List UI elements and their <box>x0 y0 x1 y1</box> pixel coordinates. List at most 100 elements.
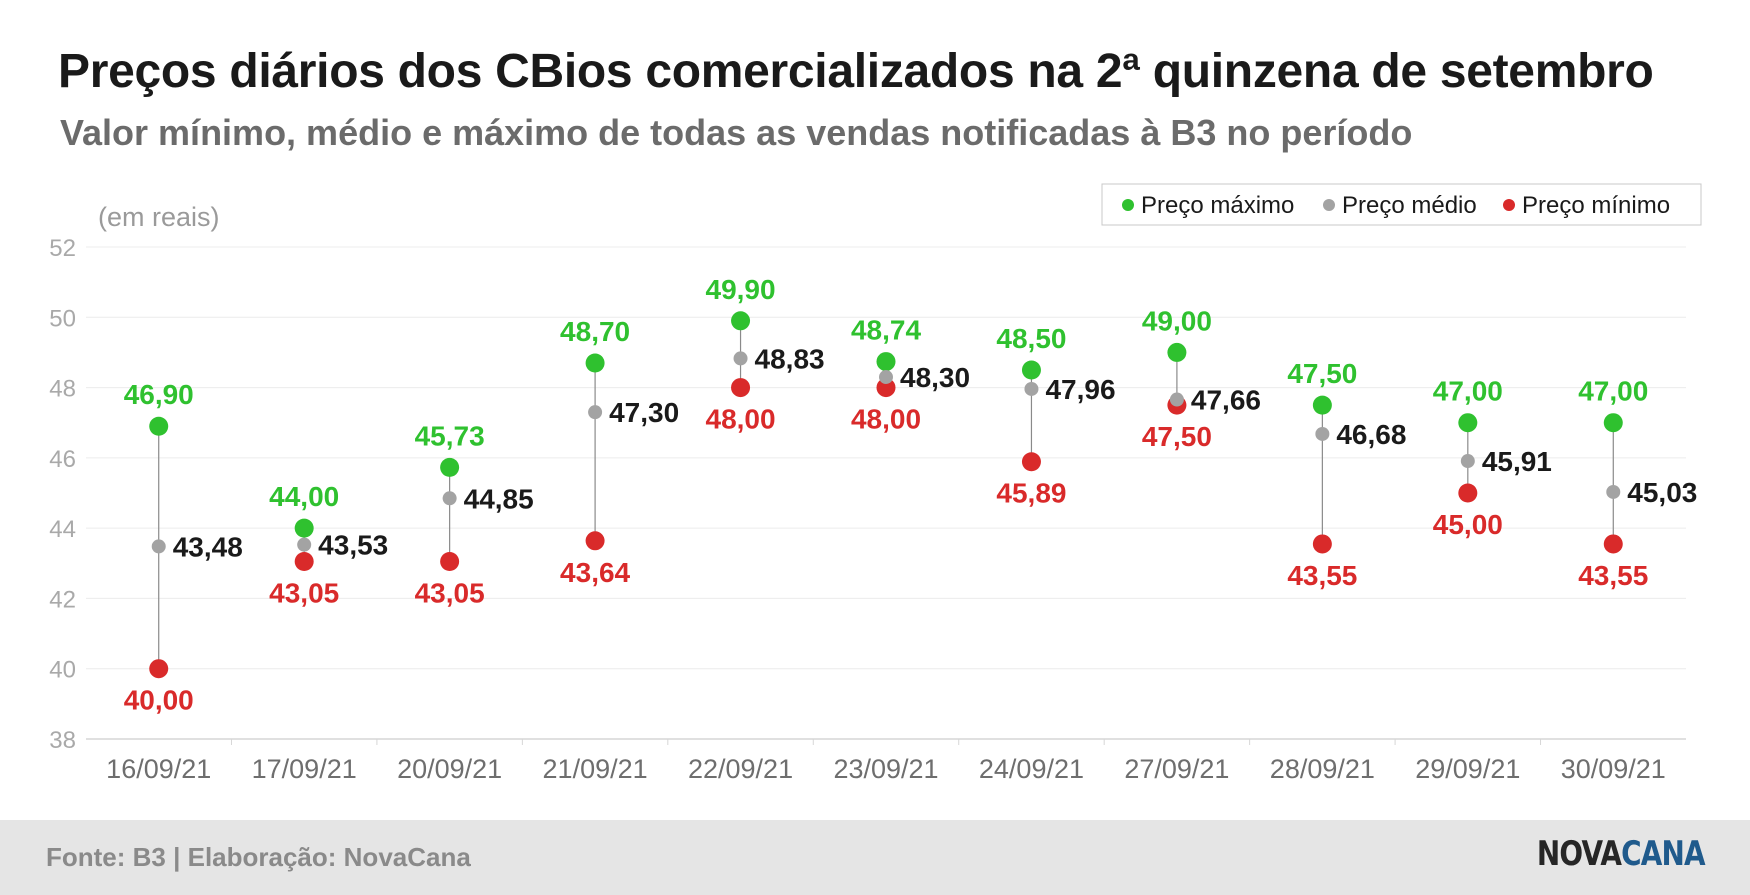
avg-price-label: 43,53 <box>318 530 388 561</box>
min-price-point <box>585 531 605 551</box>
y-tick-label: 40 <box>49 657 76 684</box>
max-price-point <box>585 353 605 373</box>
y-tick-label: 50 <box>49 305 76 332</box>
max-price-label: 45,73 <box>415 420 485 451</box>
x-tick-label: 22/09/21 <box>688 754 793 784</box>
max-price-label: 49,00 <box>1142 305 1212 336</box>
legend: Preço máximo Preço médio Preço mínimo <box>1101 183 1702 226</box>
x-tick-label: 24/09/21 <box>979 754 1084 784</box>
max-price-label: 44,00 <box>269 481 339 512</box>
min-price-point <box>440 552 460 572</box>
avg-price-label: 48,30 <box>900 362 970 393</box>
avg-price-label: 47,66 <box>1191 385 1261 416</box>
min-price-label: 43,64 <box>560 557 630 588</box>
avg-price-point <box>1169 392 1184 407</box>
legend-label-min: Preço mínimo <box>1522 192 1670 219</box>
y-tick-label: 52 <box>49 235 76 262</box>
logo-part-cana: CANA <box>1621 834 1705 874</box>
avg-price-point <box>1024 381 1039 396</box>
min-price-label: 48,00 <box>706 404 776 435</box>
max-price-point <box>1458 413 1478 433</box>
max-price-label: 48,50 <box>996 323 1066 354</box>
gridlines <box>86 246 1686 740</box>
legend-box <box>1101 183 1702 226</box>
source-credit: Fonte: B3 | Elaboração: NovaCana <box>46 842 471 872</box>
legend-marker-avg <box>1323 199 1335 211</box>
max-price-point <box>1603 413 1623 433</box>
dot-range-chart: 38 40 42 44 46 48 50 52 (em reais) 16/09/21 17/0… <box>49 183 1702 784</box>
y-tick-label: 46 <box>49 446 76 473</box>
max-price-point <box>1167 342 1187 362</box>
y-axis-unit-label: (em reais) <box>98 202 220 232</box>
min-price-point <box>1312 534 1332 554</box>
chart-subtitle: Valor mínimo, médio e máximo de todas as… <box>60 112 1413 153</box>
novacana-logo: NOVACANA <box>1537 834 1706 874</box>
max-price-point <box>440 457 460 477</box>
min-price-point <box>1021 452 1041 472</box>
max-price-label: 46,90 <box>124 379 194 410</box>
x-tick-label: 20/09/21 <box>397 754 502 784</box>
x-tick-label: 23/09/21 <box>833 754 938 784</box>
avg-price-label: 45,91 <box>1482 446 1552 477</box>
legend-label-max: Preço máximo <box>1141 192 1294 219</box>
avg-price-point <box>151 539 166 554</box>
max-price-point <box>294 518 314 538</box>
avg-price-label: 48,83 <box>755 343 825 374</box>
min-price-point <box>294 552 314 572</box>
min-price-label: 43,05 <box>415 578 485 609</box>
max-price-label: 47,00 <box>1433 376 1503 407</box>
min-price-point <box>731 378 751 398</box>
chart-title: Preços diários dos CBios comercializados… <box>58 45 1654 98</box>
min-price-label: 40,00 <box>124 685 194 716</box>
y-tick-label: 42 <box>49 586 76 613</box>
avg-price-label: 43,48 <box>173 531 243 562</box>
avg-price-point <box>297 537 312 552</box>
x-axis-ticks: 16/09/21 17/09/21 20/09/21 21/09/21 22/09/21… <box>106 739 1666 784</box>
max-price-point <box>731 311 751 331</box>
max-price-point <box>1021 360 1041 380</box>
min-price-label: 43,55 <box>1287 560 1357 591</box>
min-price-label: 45,00 <box>1433 509 1503 540</box>
avg-price-label: 45,03 <box>1627 477 1697 508</box>
footer-bar: Fonte: B3 | Elaboração: NovaCana NOVACAN… <box>0 820 1750 895</box>
max-price-point <box>1312 395 1332 415</box>
x-tick-label: 16/09/21 <box>106 754 211 784</box>
x-tick-label: 28/09/21 <box>1270 754 1375 784</box>
min-price-label: 48,00 <box>851 404 921 435</box>
min-price-label: 43,05 <box>269 578 339 609</box>
y-tick-label: 48 <box>49 376 76 403</box>
y-axis-ticks: 38 40 42 44 46 48 50 52 <box>49 235 76 754</box>
y-tick-label: 44 <box>49 516 76 543</box>
max-price-label: 48,70 <box>560 316 630 347</box>
avg-price-point <box>1460 454 1475 469</box>
avg-price-point <box>1606 484 1621 499</box>
legend-marker-max <box>1122 199 1134 211</box>
min-price-label: 45,89 <box>996 478 1066 509</box>
min-price-point <box>876 378 896 398</box>
logo-part-nova: NOVA <box>1537 834 1622 874</box>
avg-price-point <box>442 491 457 506</box>
max-price-label: 47,50 <box>1287 358 1357 389</box>
min-price-label: 43,55 <box>1578 560 1648 591</box>
legend-label-avg: Preço médio <box>1342 192 1477 219</box>
min-price-point <box>1458 483 1478 503</box>
avg-price-point <box>588 405 603 420</box>
legend-marker-min <box>1503 199 1515 211</box>
x-tick-label: 27/09/21 <box>1124 754 1229 784</box>
max-price-point <box>149 416 169 436</box>
data-labels: 46,90 40,00 43,48 44,00 43,05 43,53 45,73 43,05… <box>124 274 1698 716</box>
x-tick-label: 17/09/21 <box>252 754 357 784</box>
avg-price-point <box>733 351 748 366</box>
max-price-label: 48,74 <box>851 315 921 346</box>
min-price-point <box>1603 534 1623 554</box>
min-price-label: 47,50 <box>1142 421 1212 452</box>
min-price-point <box>149 659 169 679</box>
x-tick-label: 21/09/21 <box>543 754 648 784</box>
max-price-label: 47,00 <box>1578 376 1648 407</box>
avg-price-label: 46,68 <box>1336 419 1406 450</box>
x-tick-label: 30/09/21 <box>1561 754 1666 784</box>
data-points <box>149 311 1623 679</box>
avg-price-label: 47,30 <box>609 397 679 428</box>
max-price-label: 49,90 <box>706 274 776 305</box>
avg-price-label: 47,96 <box>1045 374 1115 405</box>
